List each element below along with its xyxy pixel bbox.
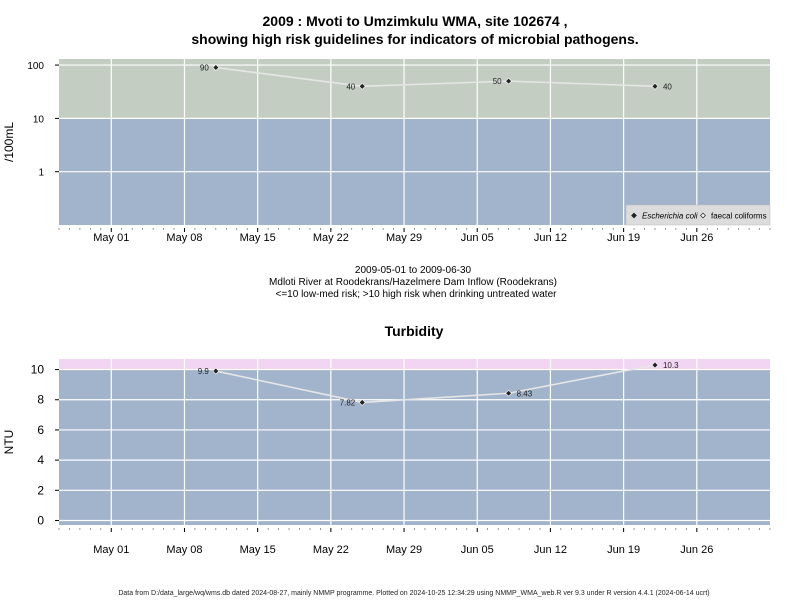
chart2-point-0 — [212, 367, 220, 375]
chart1-ytick-label-2: 100 — [27, 61, 44, 72]
chart1-xtick-label-8: Jun 26 — [680, 232, 713, 244]
footer-note: Data from D:/data_large/wq/wms.db dated … — [118, 590, 709, 597]
chart1-ytick-label-0: 1 — [38, 168, 44, 179]
chart1-point-0 — [212, 64, 220, 71]
chart2-point-label-1: 7.82 — [340, 398, 356, 407]
chart1-band-1 — [59, 59, 770, 119]
chart1-xtick-label-0: May 01 — [93, 232, 129, 244]
chart1-title: 2009 : Mvoti to Umzimkulu WMA, site 1026… — [263, 13, 568, 29]
legend-marker-1 — [700, 212, 706, 219]
chart2-band-1 — [59, 359, 770, 370]
chart1-subtitle: showing high risk guidelines for indicat… — [191, 31, 638, 47]
chart1-xtick-label-5: Jun 05 — [461, 232, 494, 244]
chart2-xtick-label-0: May 01 — [93, 544, 129, 556]
chart2-title: Turbidity — [385, 323, 444, 339]
chart1-ylabel: /100mL — [2, 122, 16, 162]
chart2-band-0 — [59, 369, 770, 525]
chart2-plot-area: 0 2 4 6 8 10 May 01 May 08 May 15 May 22 May 29 Jun… — [31, 359, 771, 556]
chart2-series-line-0 — [215, 364, 656, 404]
chart2-ytick-label-2: 4 — [37, 453, 44, 467]
legend-label-0: Escherichia coli — [642, 212, 698, 221]
chart1-point-label-2: 50 — [493, 77, 502, 86]
caption-line-1: 2009-05-01 to 2009-06-30 — [355, 265, 472, 276]
chart1-point-1 — [358, 82, 366, 90]
chart1-xtick-label-7: Jun 19 — [607, 232, 640, 244]
chart2-point-2 — [505, 389, 513, 397]
chart2-ytick-label-0: 0 — [37, 513, 44, 527]
chart1-series-line-0 — [215, 66, 656, 88]
chart2-ytick-label-3: 6 — [37, 423, 44, 437]
chart2-xtick-label-5: Jun 05 — [461, 544, 494, 556]
chart1-xtick-label-2: May 15 — [240, 232, 276, 244]
chart1-point-label-0: 90 — [200, 64, 209, 73]
chart1-point-label-1: 40 — [346, 82, 355, 91]
chart2-point-3 — [651, 361, 659, 369]
chart2-point-label-0: 9.9 — [198, 367, 210, 376]
chart1-legend: Escherichia coli faecal coliforms — [625, 204, 771, 226]
chart2-ytick-label-1: 2 — [37, 483, 44, 497]
chart2-point-label-3: 10.3 — [663, 361, 679, 370]
chart2-point-1 — [358, 399, 366, 406]
chart2-ytick-label-4: 8 — [37, 393, 44, 407]
chart2-xtick-label-3: May 22 — [313, 544, 349, 556]
caption-line-3: <=10 low-med risk; >10 high risk when dr… — [276, 289, 558, 300]
legend-label-1: faecal coliforms — [711, 212, 767, 221]
chart2-ylabel: NTU — [2, 430, 16, 455]
legend-box — [625, 204, 771, 226]
chart2-xtick-label-7: Jun 19 — [607, 544, 640, 556]
legend-marker-0 — [631, 212, 637, 219]
chart1-ytick-label-1: 10 — [33, 114, 45, 125]
chart1-point-2 — [505, 77, 513, 85]
chart1-xtick-label-4: May 29 — [386, 232, 422, 244]
caption-line-2: Mdloti River at Roodekrans/Hazelmere Dam… — [269, 277, 557, 288]
chart1-xtick-label-1: May 08 — [166, 232, 202, 244]
chart2-xtick-label-8: Jun 26 — [680, 544, 713, 556]
chart1-plot-area: 1 10 100 May 01 May 08 May 15 May 22 May 29 Jun … — [27, 59, 771, 244]
chart2-ytick-label-5: 10 — [31, 363, 45, 377]
chart2-xtick-label-6: Jun 12 — [534, 544, 567, 556]
chart2-xtick-label-1: May 08 — [166, 544, 202, 556]
chart2-xtick-label-4: May 29 — [386, 544, 422, 556]
chart1-point-3 — [651, 82, 659, 90]
chart1-point-label-3: 40 — [663, 82, 672, 91]
chart2-xtick-label-2: May 15 — [240, 544, 276, 556]
chart2-point-label-2: 8.43 — [517, 389, 533, 398]
chart1-xtick-label-3: May 22 — [313, 232, 349, 244]
chart1-xtick-label-6: Jun 12 — [534, 232, 567, 244]
